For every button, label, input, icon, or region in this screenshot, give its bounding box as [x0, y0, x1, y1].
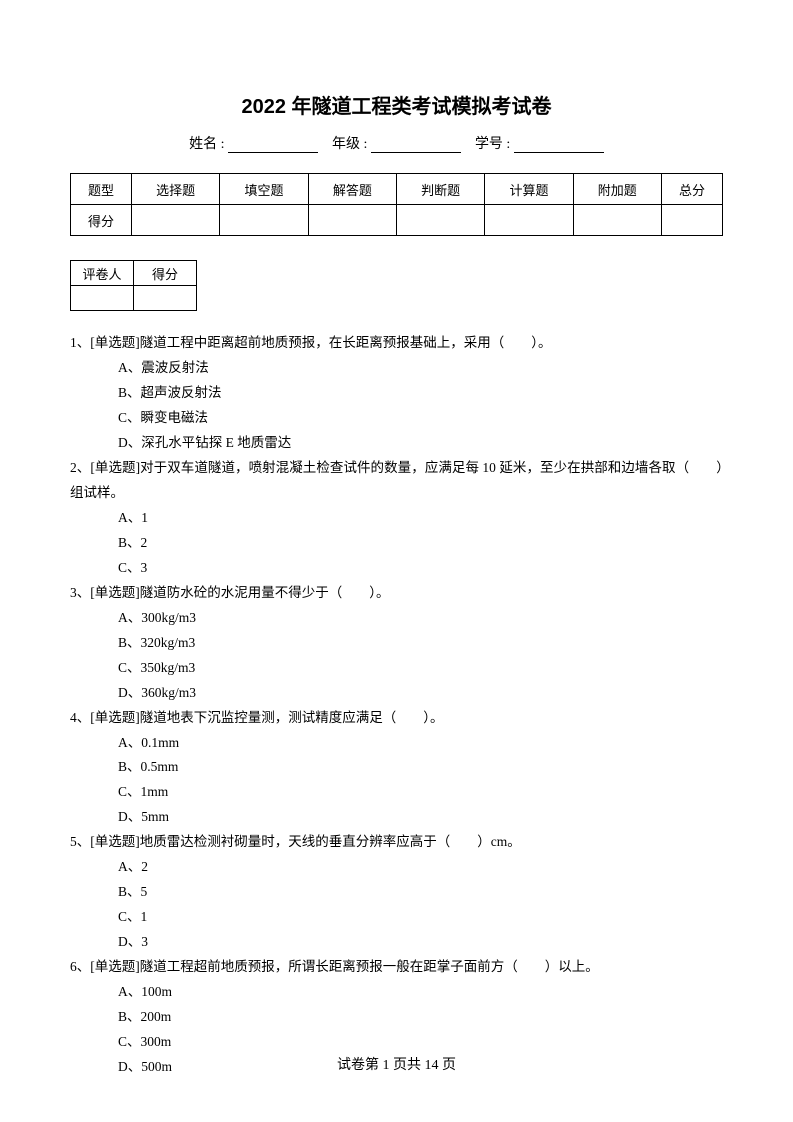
- questions-block: 1、[单选题]隧道工程中距离超前地质预报，在长距离预报基础上，采用（ ）。A、震…: [70, 331, 723, 1080]
- score-header: 总分: [661, 174, 722, 205]
- option: C、3: [118, 556, 723, 581]
- page-title: 2022 年隧道工程类考试模拟考试卷: [70, 90, 723, 119]
- score-header: 计算题: [485, 174, 573, 205]
- score-header: 判断题: [396, 174, 484, 205]
- name-label: 姓名 :: [189, 137, 224, 152]
- question-options: A、1B、2C、3: [70, 506, 723, 581]
- score-header: 选择题: [132, 174, 220, 205]
- grade-blank[interactable]: [371, 138, 461, 153]
- score-header: 填空题: [220, 174, 308, 205]
- option: A、2: [118, 855, 723, 880]
- score-cell[interactable]: [573, 205, 661, 236]
- table-row: 题型 选择题 填空题 解答题 判断题 计算题 附加题 总分: [71, 174, 723, 205]
- name-blank[interactable]: [228, 138, 318, 153]
- option: D、5mm: [118, 805, 723, 830]
- option: A、100m: [118, 980, 723, 1005]
- footer-mid: 页共: [390, 1058, 425, 1073]
- table-row: [71, 286, 197, 311]
- id-blank[interactable]: [514, 138, 604, 153]
- option: B、0.5mm: [118, 755, 723, 780]
- option: B、超声波反射法: [118, 381, 723, 406]
- option: A、0.1mm: [118, 731, 723, 756]
- score-cell[interactable]: [485, 205, 573, 236]
- score-cell[interactable]: [132, 205, 220, 236]
- grader-header: 评卷人: [71, 261, 134, 286]
- score-cell[interactable]: [661, 205, 722, 236]
- footer-total: 14: [425, 1058, 439, 1073]
- score-cell[interactable]: [396, 205, 484, 236]
- score-cell[interactable]: [308, 205, 396, 236]
- grader-header: 得分: [134, 261, 197, 286]
- score-header: 题型: [71, 174, 132, 205]
- table-row: 评卷人 得分: [71, 261, 197, 286]
- option: C、1: [118, 905, 723, 930]
- question-text: 4、[单选题]隧道地表下沉监控量测，测试精度应满足（ ）。: [70, 706, 723, 731]
- option: C、1mm: [118, 780, 723, 805]
- score-cell[interactable]: [220, 205, 308, 236]
- question-text: 6、[单选题]隧道工程超前地质预报，所谓长距离预报一般在距掌子面前方（ ）以上。: [70, 955, 723, 980]
- option: D、360kg/m3: [118, 681, 723, 706]
- grade-label: 年级 :: [332, 137, 367, 152]
- option: A、震波反射法: [118, 356, 723, 381]
- question-options: A、2B、5C、1D、3: [70, 855, 723, 955]
- question-text: 5、[单选题]地质雷达检测衬砌量时，天线的垂直分辨率应高于（ ）cm。: [70, 830, 723, 855]
- score-header: 附加题: [573, 174, 661, 205]
- option: B、320kg/m3: [118, 631, 723, 656]
- footer-suffix: 页: [439, 1058, 457, 1073]
- option: C、300m: [118, 1030, 723, 1055]
- option: D、3: [118, 930, 723, 955]
- question-options: A、0.1mmB、0.5mmC、1mmD、5mm: [70, 731, 723, 831]
- option: B、5: [118, 880, 723, 905]
- grader-cell[interactable]: [134, 286, 197, 311]
- question-text: 2、[单选题]对于双车道隧道，喷射混凝土检查试件的数量，应满足每 10 延米，至…: [70, 456, 723, 506]
- option: D、深孔水平钻探 E 地质雷达: [118, 431, 723, 456]
- option: B、200m: [118, 1005, 723, 1030]
- grader-cell[interactable]: [71, 286, 134, 311]
- score-table: 题型 选择题 填空题 解答题 判断题 计算题 附加题 总分 得分: [70, 173, 723, 236]
- option: B、2: [118, 531, 723, 556]
- page-footer: 试卷第 1 页共 14 页: [0, 1054, 793, 1074]
- footer-page: 1: [383, 1058, 390, 1073]
- id-label: 学号 :: [475, 137, 510, 152]
- score-header: 解答题: [308, 174, 396, 205]
- grader-table: 评卷人 得分: [70, 260, 197, 311]
- footer-prefix: 试卷第: [337, 1058, 383, 1073]
- question-options: A、300kg/m3B、320kg/m3C、350kg/m3D、360kg/m3: [70, 606, 723, 706]
- table-row: 得分: [71, 205, 723, 236]
- option: C、350kg/m3: [118, 656, 723, 681]
- info-line: 姓名 : 年级 : 学号 :: [70, 133, 723, 153]
- option: C、瞬变电磁法: [118, 406, 723, 431]
- question-text: 1、[单选题]隧道工程中距离超前地质预报，在长距离预报基础上，采用（ ）。: [70, 331, 723, 356]
- option: A、300kg/m3: [118, 606, 723, 631]
- score-row-label: 得分: [71, 205, 132, 236]
- question-options: A、震波反射法B、超声波反射法C、瞬变电磁法D、深孔水平钻探 E 地质雷达: [70, 356, 723, 456]
- option: A、1: [118, 506, 723, 531]
- question-text: 3、[单选题]隧道防水砼的水泥用量不得少于（ ）。: [70, 581, 723, 606]
